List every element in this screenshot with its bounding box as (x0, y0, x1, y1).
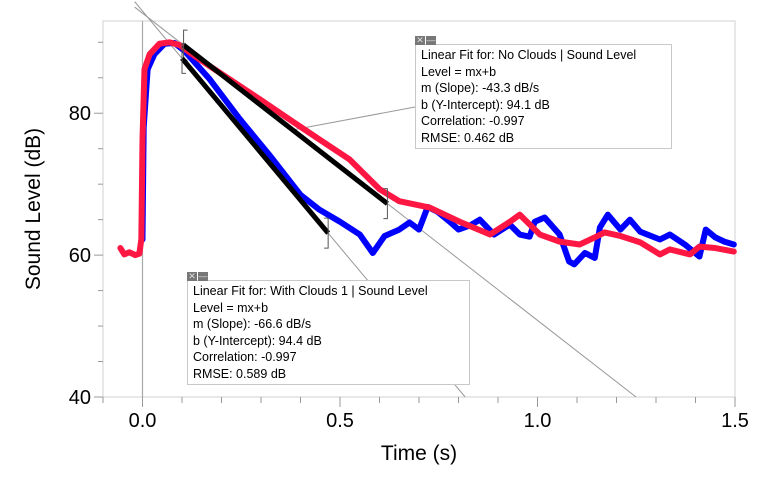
x-tick-label: 0.0 (129, 410, 157, 432)
x-tick-label: 1.0 (524, 410, 552, 432)
fit-correlation: Correlation: -0.997 (421, 114, 525, 128)
fit-slope: m (Slope): -66.6 dB/s (193, 317, 312, 331)
x-axis-title: Time (s) (381, 442, 457, 465)
fit-title: Linear Fit for: No Clouds | Sound Level (421, 48, 637, 62)
x-tick-label: 1.5 (721, 410, 749, 432)
range-bracket (383, 188, 388, 220)
range-bracket (181, 42, 186, 74)
fit-box-with-clouds[interactable]: ✕ — Linear Fit for: With Clouds 1 | Sound… (187, 272, 470, 385)
y-axis-title: Sound Level (dB) (22, 128, 45, 290)
series-line-no-clouds (117, 39, 737, 259)
fit-intercept: b (Y-Intercept): 94.4 dB (193, 333, 322, 348)
series-line-with-clouds-1 (139, 39, 737, 268)
tick-labels: 0.0 0.5 1.0 1.5 40 60 80 (69, 103, 749, 432)
y-tick-label: 80 (69, 103, 91, 125)
fit-intercept: b (Y-Intercept): 94.1 dB (421, 97, 550, 112)
minimize-icon[interactable]: — (198, 271, 208, 281)
fit-box-no-clouds[interactable]: ✕ — Linear Fit for: No Clouds | Sound Lev… (415, 36, 672, 149)
close-icon[interactable]: ✕ (415, 35, 425, 45)
fit-slope: m (Slope): -43.3 dB/s (421, 81, 540, 95)
minimize-icon[interactable]: — (426, 35, 436, 45)
x-tick-label: 0.5 (326, 410, 354, 432)
y-tick-label: 60 (69, 245, 91, 267)
fit-equation: Level = mx+b (193, 300, 269, 315)
y-tick-label: 40 (69, 387, 91, 409)
close-icon[interactable]: ✕ (187, 271, 197, 281)
fit-line (182, 43, 389, 206)
fit-line (180, 56, 331, 235)
fit-correlation: Correlation: -0.997 (193, 350, 297, 364)
fit-leader-line (292, 106, 416, 131)
series-lines (117, 39, 737, 268)
fit-equation: Level = mx+b (421, 64, 497, 79)
fit-title: Linear Fit for: With Clouds 1 | Sound Le… (193, 284, 428, 298)
fit-rmse: RMSE: 0.589 dB (193, 366, 287, 381)
range-bracket (324, 217, 329, 249)
fit-lines (180, 29, 389, 249)
fit-rmse: RMSE: 0.462 dB (421, 130, 515, 145)
